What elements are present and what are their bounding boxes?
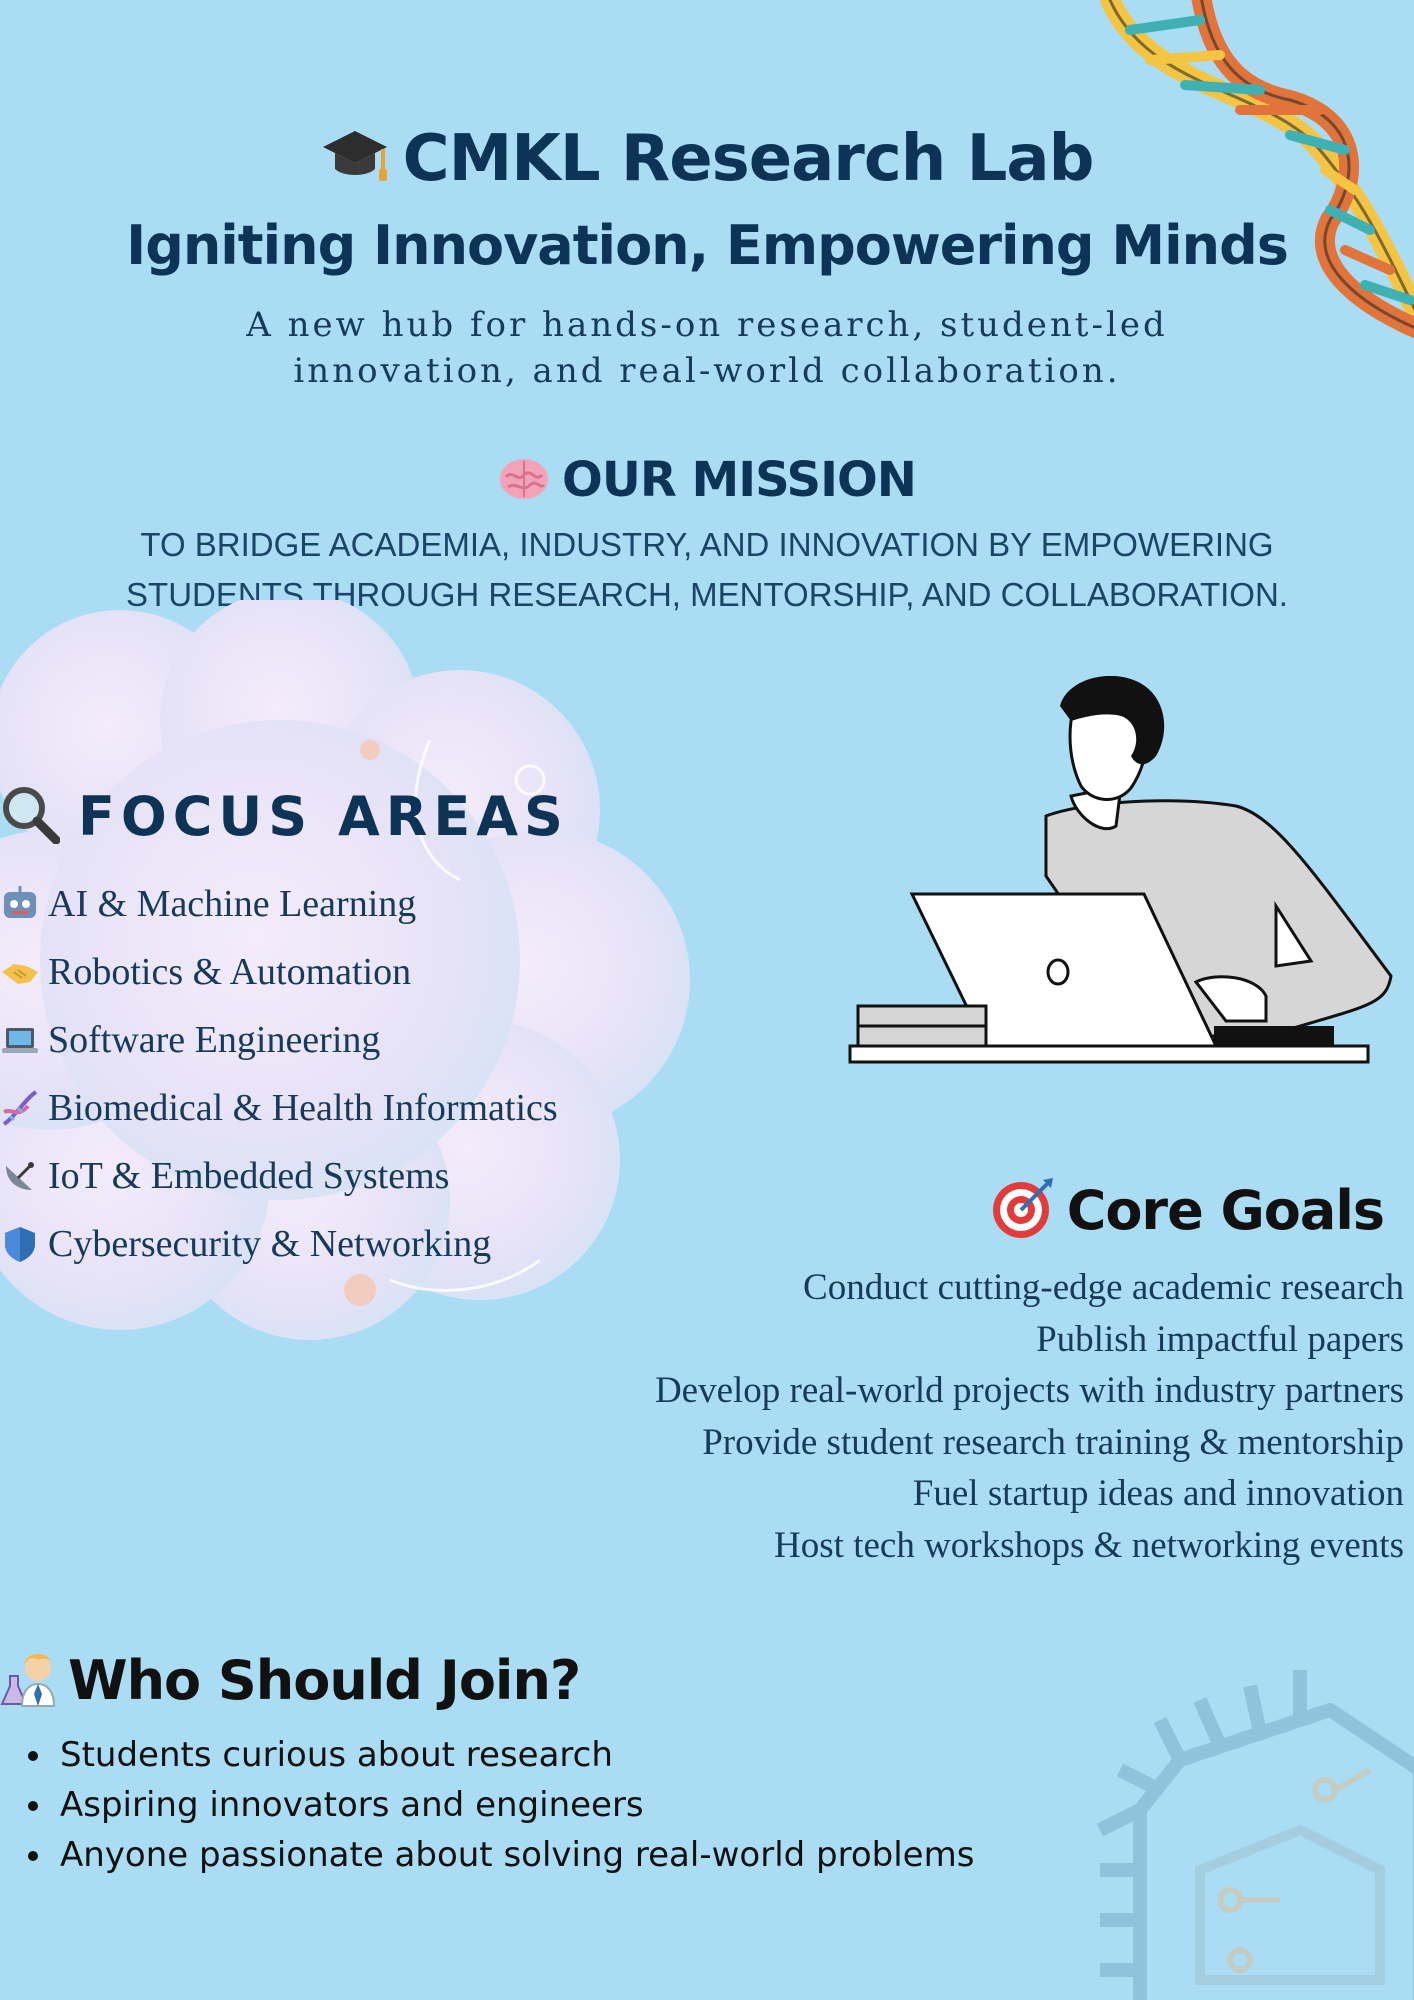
focus-item-label: Software Engineering — [48, 1019, 381, 1061]
list-item: IoT & Embedded Systems — [0, 1142, 558, 1210]
person-laptop-illustration — [848, 676, 1393, 1064]
page-subtitle: Igniting Innovation, Empowering Minds — [126, 214, 1289, 277]
list-item: Biomedical & Health Informatics — [0, 1074, 558, 1142]
satellite-dish-icon — [0, 1156, 40, 1196]
list-item: Provide student research training & ment… — [702, 1421, 1404, 1463]
join-heading: Who Should Join? — [0, 1648, 581, 1713]
mission-title: OUR MISSION — [562, 452, 917, 508]
brain-icon — [498, 455, 550, 506]
list-item: Host tech workshops & networking events — [774, 1524, 1404, 1566]
focus-item-label: AI & Machine Learning — [48, 883, 417, 925]
focus-item-label: Robotics & Automation — [48, 951, 412, 993]
list-item: Fuel startup ideas and innovation — [912, 1473, 1404, 1514]
list-item: Robotics & Automation — [0, 938, 558, 1006]
title-row: CMKL Research Lab — [0, 122, 1414, 196]
list-item: Aspiring innovators and engineers — [27, 1780, 974, 1830]
list-item: Publish impactful papers — [1036, 1318, 1404, 1360]
list-item: Anyone passionate about solving real-wor… — [27, 1830, 974, 1880]
graduation-cap-icon — [321, 123, 389, 196]
robot-icon — [0, 884, 40, 924]
magnifier-icon — [0, 784, 61, 849]
page-title: CMKL Research Lab — [402, 122, 1095, 196]
join-title: Who Should Join? — [68, 1649, 581, 1712]
dna-helix-decoration — [1100, 0, 1414, 339]
mission-heading: OUR MISSION — [0, 452, 1414, 508]
tagline: A new hub for hands-on research, student… — [246, 305, 1168, 391]
focus-heading: FOCUS AREAS — [0, 784, 569, 849]
list-item: Conduct cutting-edge academic research — [803, 1267, 1404, 1308]
goals-title: Core Goals — [1066, 1179, 1385, 1242]
focus-list: AI & Machine Learning Robotics & Automat… — [0, 870, 558, 1278]
goals-list: Conduct cutting-edge academic research P… — [655, 1262, 1404, 1571]
list-item: Software Engineering — [0, 1006, 558, 1074]
dna-icon — [0, 1088, 40, 1128]
scientist-icon — [0, 1648, 58, 1713]
join-list: Students curious about research Aspiring… — [27, 1730, 974, 1880]
cloud-decoration — [0, 600, 690, 1340]
focus-item-label: Cybersecurity & Networking — [48, 1223, 492, 1265]
focus-title: FOCUS AREAS — [78, 785, 569, 848]
goals-heading: Core Goals — [991, 1176, 1385, 1245]
laptop-icon — [0, 1020, 40, 1060]
list-item: Students curious about research — [27, 1730, 974, 1780]
handshake-icon — [0, 952, 40, 992]
shield-icon — [0, 1224, 40, 1264]
list-item: Cybersecurity & Networking — [0, 1210, 558, 1278]
list-item: Develop real-world projects with industr… — [654, 1370, 1404, 1411]
circuit-chip-decoration — [1096, 1670, 1414, 2000]
focus-item-label: IoT & Embedded Systems — [48, 1155, 450, 1197]
target-icon — [991, 1176, 1055, 1245]
focus-item-label: Biomedical & Health Informatics — [48, 1087, 558, 1129]
list-item: AI & Machine Learning — [0, 870, 558, 938]
